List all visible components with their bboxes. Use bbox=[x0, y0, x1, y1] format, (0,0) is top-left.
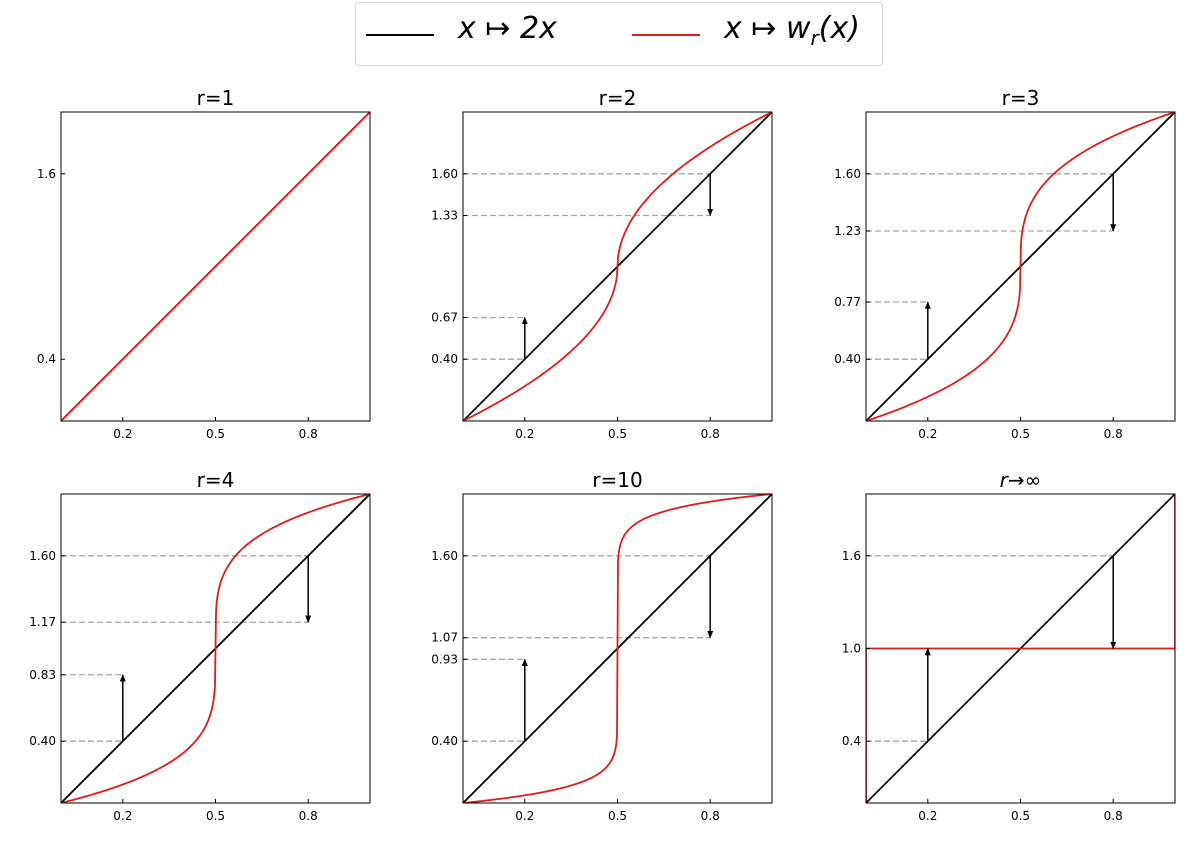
panel-title: r=10 bbox=[592, 468, 642, 492]
x-tick-label: 0.5 bbox=[608, 427, 627, 441]
x-tick-label: 0.2 bbox=[918, 809, 937, 823]
x-tick-label: 0.8 bbox=[1104, 809, 1123, 823]
legend: x ↦ 2x x ↦ wr(x) bbox=[355, 2, 883, 66]
x-tick-label: 0.8 bbox=[1104, 427, 1123, 441]
plot-area bbox=[866, 494, 1175, 803]
x-tick-label: 0.8 bbox=[701, 427, 720, 441]
legend-label-wr-pre: x ↦ w bbox=[724, 11, 811, 46]
plot-area bbox=[61, 112, 370, 421]
y-tick-label: 0.83 bbox=[29, 668, 56, 682]
y-tick-label: 0.4 bbox=[842, 734, 861, 748]
legend-label-wr-sub: r bbox=[810, 26, 819, 50]
y-tick-label: 1.6 bbox=[37, 167, 56, 181]
series-wr-curve bbox=[463, 112, 772, 421]
x-tick-label: 0.2 bbox=[515, 809, 534, 823]
x-tick-label: 0.8 bbox=[701, 809, 720, 823]
panel-6: 0.2 0.5 0.8 0.4 1.0 1.6 r→∞ bbox=[842, 468, 1176, 823]
y-tick-label: 1.17 bbox=[29, 615, 56, 629]
x-tick-label: 0.2 bbox=[515, 427, 534, 441]
plot-area bbox=[463, 112, 772, 421]
panel-title: r→∞ bbox=[1000, 468, 1042, 492]
y-tick-label: 1.23 bbox=[834, 224, 861, 238]
y-tick-label: 1.33 bbox=[431, 209, 458, 223]
y-tick-label: 1.6 bbox=[842, 549, 861, 563]
x-tick-label: 0.8 bbox=[299, 809, 318, 823]
series-wr-curve bbox=[866, 494, 1175, 803]
x-tick-label: 0.8 bbox=[299, 427, 318, 441]
y-tick-label: 1.60 bbox=[29, 549, 56, 563]
plot-area bbox=[866, 112, 1175, 421]
panel-title: r=1 bbox=[197, 86, 235, 110]
panel-title: r=2 bbox=[599, 86, 637, 110]
legend-line-red bbox=[632, 34, 700, 36]
series-wr-curve bbox=[463, 494, 772, 803]
legend-label-wr: x ↦ wr(x) bbox=[724, 11, 860, 50]
y-tick-label: 0.77 bbox=[834, 295, 861, 309]
panel-title: r=3 bbox=[1002, 86, 1040, 110]
legend-label-2x: x ↦ 2x bbox=[458, 11, 557, 46]
panel-title: r=4 bbox=[197, 468, 235, 492]
x-tick-label: 0.2 bbox=[918, 427, 937, 441]
y-tick-label: 1.07 bbox=[431, 631, 458, 645]
plot-area bbox=[61, 494, 370, 803]
x-tick-label: 0.5 bbox=[1011, 809, 1030, 823]
x-tick-label: 0.5 bbox=[206, 809, 225, 823]
panel-5: 0.2 0.5 0.8 0.40 0.93 1.07 1.60 r=10 bbox=[431, 468, 773, 823]
panel-2: 0.2 0.5 0.8 0.40 0.67 1.33 1.60 r=2 bbox=[431, 86, 773, 441]
panel-title-rest: →∞ bbox=[1008, 468, 1041, 492]
y-tick-label: 0.67 bbox=[431, 310, 458, 324]
series-wr-curve bbox=[61, 112, 370, 421]
legend-label-wr-post: (x) bbox=[818, 11, 860, 46]
y-tick-label: 0.4 bbox=[37, 352, 56, 366]
legend-label-2x-text: x ↦ 2x bbox=[458, 11, 557, 46]
y-tick-label: 0.93 bbox=[431, 652, 458, 666]
x-tick-label: 0.5 bbox=[206, 427, 225, 441]
series-wr-curve bbox=[866, 112, 1175, 421]
panel-1: 0.2 0.5 0.8 0.4 1.6 r=1 bbox=[37, 86, 371, 441]
y-tick-label: 0.40 bbox=[29, 734, 56, 748]
y-tick-label: 1.60 bbox=[834, 167, 861, 181]
y-tick-label: 0.40 bbox=[834, 352, 861, 366]
plot-area bbox=[463, 494, 772, 803]
y-tick-label: 0.40 bbox=[431, 734, 458, 748]
panel-3: 0.2 0.5 0.8 0.40 0.77 1.23 1.60 r=3 bbox=[834, 86, 1176, 441]
y-tick-label: 0.40 bbox=[431, 352, 458, 366]
x-tick-label: 0.2 bbox=[113, 427, 132, 441]
y-tick-label: 1.60 bbox=[431, 167, 458, 181]
x-tick-label: 0.5 bbox=[608, 809, 627, 823]
y-tick-label: 1.60 bbox=[431, 549, 458, 563]
x-tick-label: 0.2 bbox=[113, 809, 132, 823]
series-wr-curve bbox=[61, 494, 370, 803]
legend-line-black bbox=[366, 34, 434, 36]
panel-4: 0.2 0.5 0.8 0.40 0.83 1.17 1.60 r=4 bbox=[29, 468, 371, 823]
x-tick-label: 0.5 bbox=[1011, 427, 1030, 441]
y-tick-label: 1.0 bbox=[842, 642, 861, 656]
panel-title-italic: r bbox=[1000, 468, 1010, 492]
